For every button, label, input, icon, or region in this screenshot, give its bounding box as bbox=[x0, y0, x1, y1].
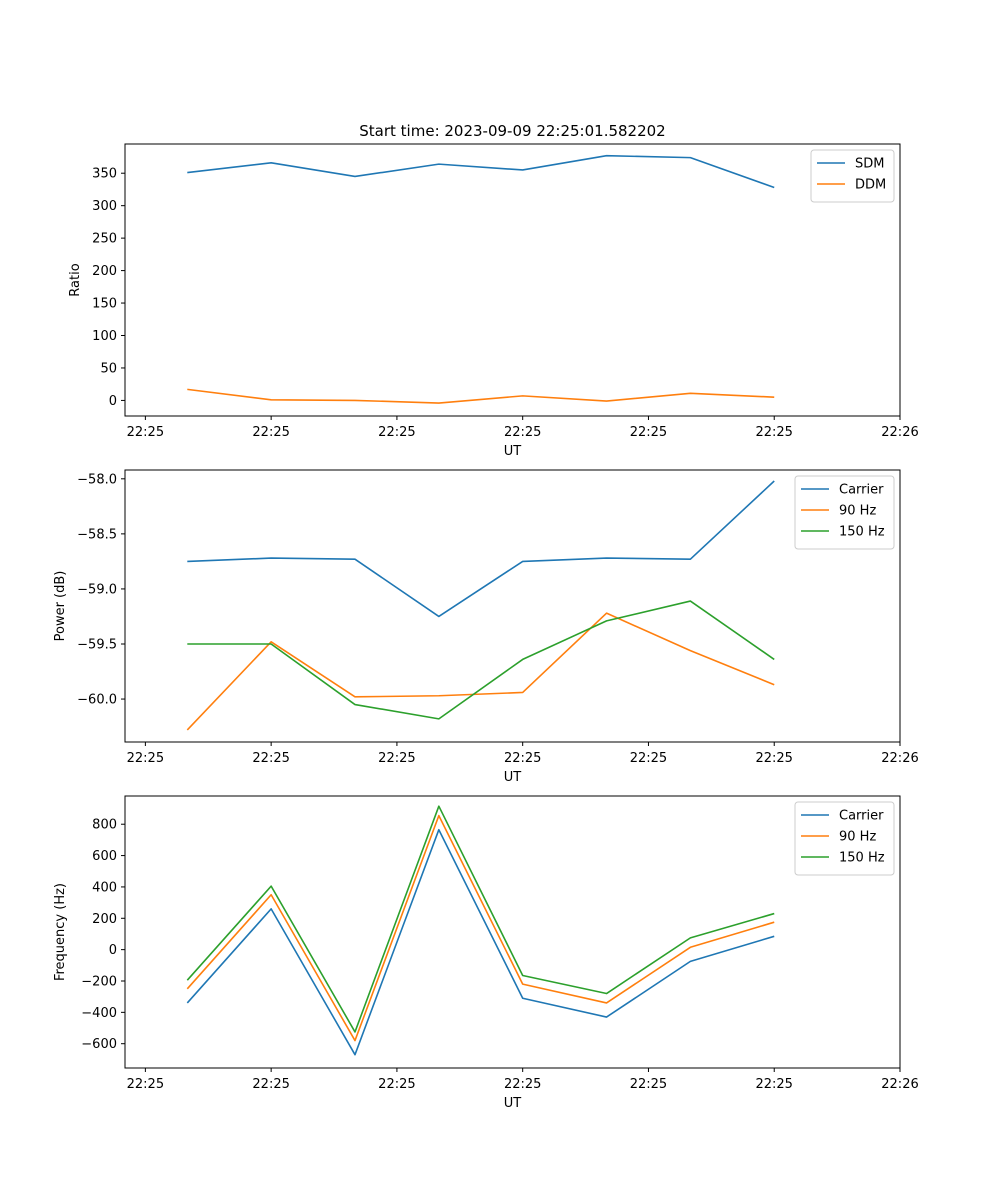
x-tick-label: 22:25 bbox=[755, 1077, 792, 1092]
y-tick-label: −60.0 bbox=[77, 693, 117, 708]
x-tick-label: 22:25 bbox=[755, 425, 792, 440]
x-tick-label: 22:25 bbox=[755, 751, 792, 766]
x-tick-label: 22:25 bbox=[378, 425, 415, 440]
y-tick-label: −400 bbox=[81, 1006, 117, 1021]
y-tick-label: −59.0 bbox=[77, 582, 117, 597]
y-tick-label: 600 bbox=[92, 849, 117, 864]
y-tick-label: 400 bbox=[92, 880, 117, 895]
y-tick-label: 0 bbox=[109, 943, 117, 958]
x-tick-label: 22:25 bbox=[504, 751, 541, 766]
x-tick-label: 22:25 bbox=[127, 1077, 164, 1092]
x-tick-label: 22:25 bbox=[630, 425, 667, 440]
legend-label: Carrier bbox=[839, 809, 884, 824]
y-tick-label: 150 bbox=[92, 297, 117, 312]
y-tick-label: −59.5 bbox=[77, 637, 117, 652]
y-tick-label: 350 bbox=[92, 167, 117, 182]
chart-panel-3: 22:25 22:25 22:25 22:25 22:25 22:25 22:26 −600 −… bbox=[53, 795, 919, 1111]
chart-panel-1: 22:25 22:25 22:25 22:25 22:25 22:25 22:26 0 50 10… bbox=[68, 143, 919, 459]
x-tick-label: 22:25 bbox=[127, 425, 164, 440]
legend-label: 150 Hz bbox=[839, 525, 885, 540]
x-tick-label: 22:25 bbox=[504, 425, 541, 440]
series-line-carrier bbox=[186, 828, 775, 1056]
x-tick-label: 22:25 bbox=[378, 1077, 415, 1092]
legend-label: 90 Hz bbox=[839, 504, 876, 519]
y-tick-label: 50 bbox=[100, 361, 117, 376]
y-tick-label: 250 bbox=[92, 232, 117, 247]
y-tick-label: 200 bbox=[92, 912, 117, 927]
x-tick-label: 22:25 bbox=[252, 1077, 289, 1092]
x-axis-label: UT bbox=[504, 1096, 522, 1111]
axes-frame bbox=[124, 469, 901, 743]
x-axis-label: UT bbox=[504, 770, 522, 785]
chart-panel-2: 22:25 22:25 22:25 22:25 22:25 22:25 22:26 −60.0… bbox=[53, 469, 919, 785]
figure-title: Start time: 2023-09-09 22:25:01.582202 bbox=[359, 122, 665, 140]
legend-label: 150 Hz bbox=[839, 851, 885, 866]
y-tick-label: −600 bbox=[81, 1037, 117, 1052]
x-tick-label: 22:25 bbox=[630, 751, 667, 766]
x-tick-label: 22:25 bbox=[252, 425, 289, 440]
legend-label: 90 Hz bbox=[839, 830, 876, 845]
x-tick-label: 22:26 bbox=[881, 751, 918, 766]
x-tick-label: 22:25 bbox=[630, 1077, 667, 1092]
y-tick-label: 100 bbox=[92, 329, 117, 344]
series-line-ddm bbox=[187, 388, 775, 404]
x-axis-label: UT bbox=[504, 444, 522, 459]
axes-frame bbox=[124, 795, 901, 1069]
y-tick-label: −58.0 bbox=[77, 472, 117, 487]
chart-panels: 22:25 22:25 22:25 22:25 22:25 22:25 22:26 0 50 10… bbox=[53, 143, 919, 1111]
x-tick-label: 22:25 bbox=[127, 751, 164, 766]
y-tick-label: −200 bbox=[81, 974, 117, 989]
y-tick-label: 0 bbox=[109, 394, 117, 409]
y-tick-label: 800 bbox=[92, 818, 117, 833]
legend-label: SDM bbox=[855, 157, 884, 172]
y-axis-label: Power (dB) bbox=[53, 571, 68, 642]
legend: Carrier 90 Hz 150 Hz bbox=[794, 801, 895, 876]
x-tick-label: 22:25 bbox=[252, 751, 289, 766]
y-axis-label: Ratio bbox=[68, 263, 83, 296]
y-tick-label: 200 bbox=[92, 264, 117, 279]
series-line-90-hz bbox=[186, 612, 775, 731]
y-tick-label: 300 bbox=[92, 199, 117, 214]
series-line-150-hz bbox=[186, 805, 775, 1033]
axes-frame bbox=[124, 143, 901, 417]
y-axis-label: Frequency (Hz) bbox=[53, 883, 68, 981]
x-tick-label: 22:26 bbox=[881, 1077, 918, 1092]
legend: Carrier 90 Hz 150 Hz bbox=[794, 475, 895, 550]
legend-label: DDM bbox=[855, 178, 886, 193]
x-tick-label: 22:25 bbox=[504, 1077, 541, 1092]
series-line-90-hz bbox=[186, 814, 775, 1042]
series-line-carrier bbox=[187, 480, 775, 618]
series-line-150-hz bbox=[187, 600, 775, 720]
x-tick-label: 22:26 bbox=[881, 425, 918, 440]
legend-label: Carrier bbox=[839, 483, 884, 498]
series-line-sdm bbox=[187, 154, 775, 189]
legend: SDM DDM bbox=[810, 149, 895, 203]
y-tick-label: −58.5 bbox=[77, 527, 117, 542]
x-tick-label: 22:25 bbox=[378, 751, 415, 766]
